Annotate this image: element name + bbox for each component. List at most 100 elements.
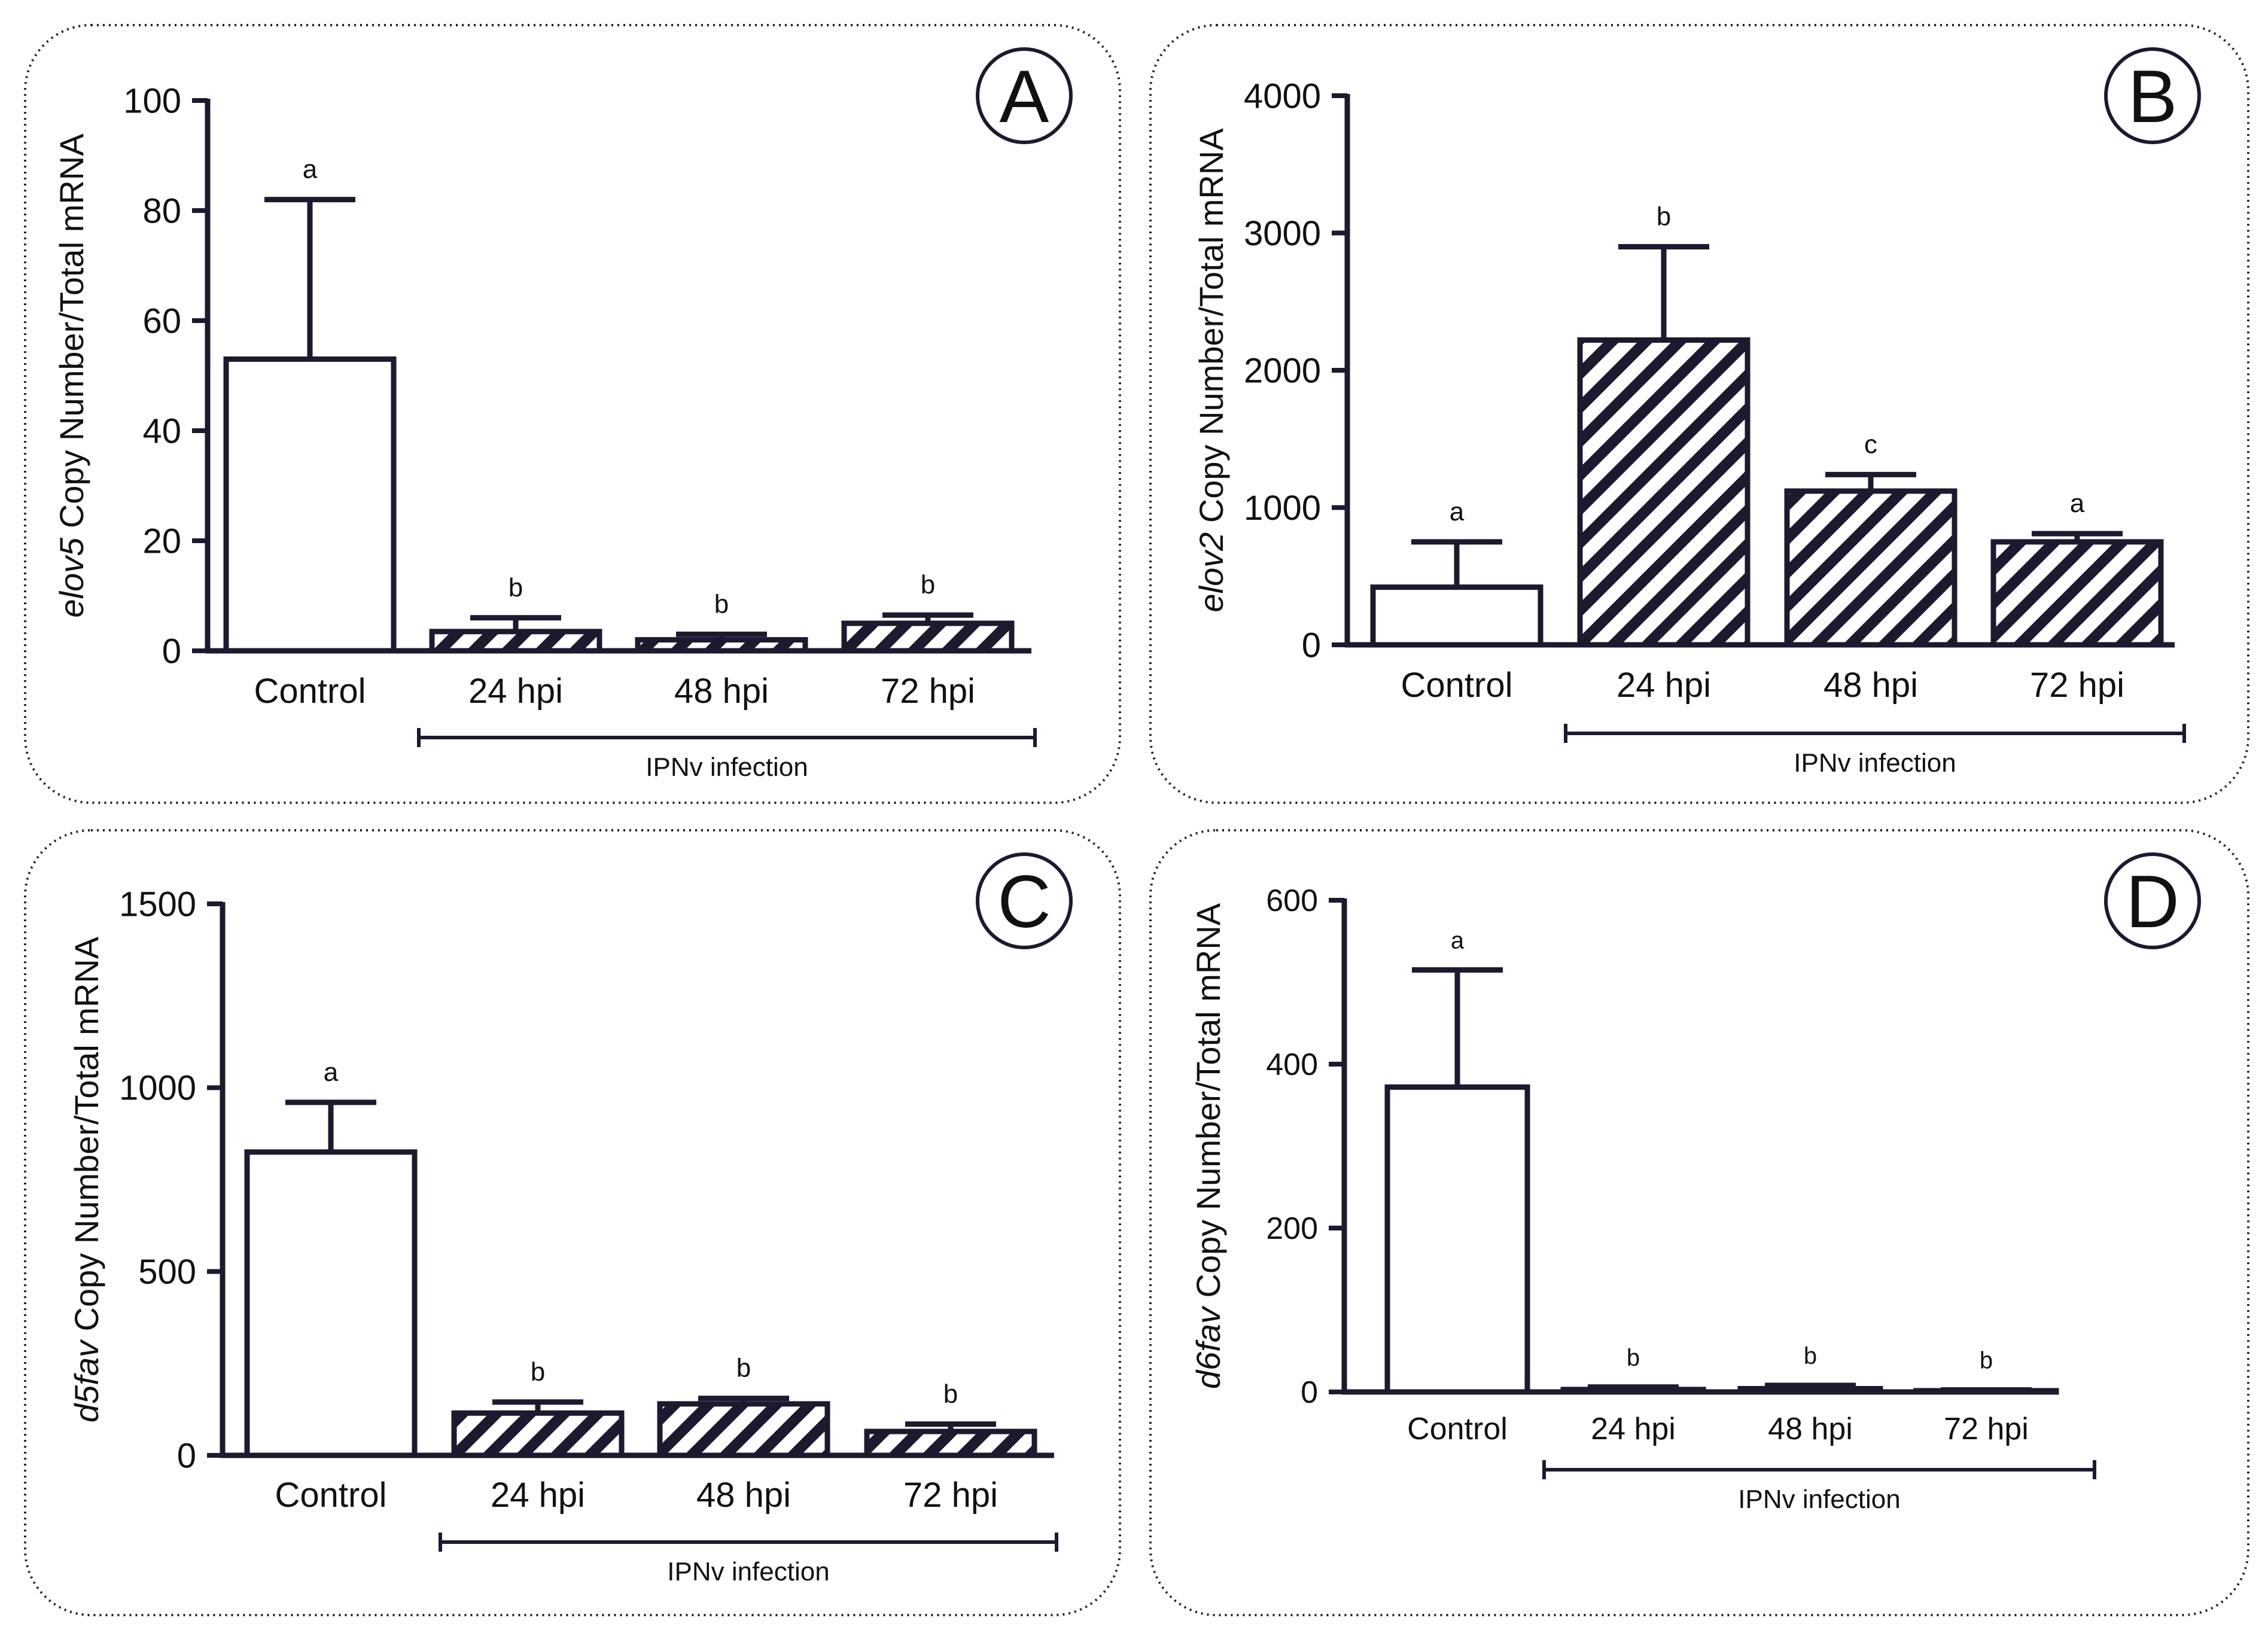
- significance-letter: b: [943, 1379, 958, 1409]
- bar: [1784, 488, 1958, 648]
- y-tick-label: 1500: [119, 885, 196, 924]
- y-tick-label: 20: [142, 522, 181, 560]
- y-tick-label: 4000: [1244, 77, 1321, 115]
- significance-letter: a: [1451, 927, 1465, 953]
- bar: [1560, 1387, 1706, 1395]
- panel-letter: D: [2126, 861, 2179, 943]
- y-axis-label-text: Copy Number/Total mRNA: [1192, 128, 1230, 532]
- bar: [1370, 584, 1544, 648]
- y-axis-label-gene: d6fav: [1189, 1305, 1227, 1389]
- category-label: 72 hpi: [903, 1476, 998, 1515]
- panel-letter-badge: [976, 47, 1073, 144]
- significance-letter: b: [921, 570, 935, 599]
- y-tick-label: 500: [138, 1253, 196, 1291]
- panel-letter: A: [1000, 56, 1049, 138]
- chart-svg: 0 20 40 60 80 100 elov5 Copy Number/Total mRNA…: [24, 24, 1121, 804]
- chart-svg: 0 1000 2000 3000 4000 elov2 Copy Number/Total…: [1149, 24, 2249, 804]
- bracket-label: IPNv infection: [1794, 748, 1956, 778]
- bar: [1384, 1084, 1530, 1395]
- panel-letter: C: [997, 861, 1051, 943]
- bar: [657, 1401, 830, 1458]
- y-axis-label: d6fav Copy Number/Total mRNA: [1189, 903, 1227, 1389]
- category-label: 24 hpi: [491, 1476, 585, 1515]
- chart-panel-d: 0 200 400 600 d6fav Copy Number/Total mRNA a C…: [1134, 820, 2267, 1639]
- category-label: 72 hpi: [881, 672, 975, 711]
- category-label: 72 hpi: [1944, 1412, 2029, 1446]
- y-tick-label: 400: [1266, 1047, 1318, 1082]
- chart-panel-a: 0 20 40 60 80 100 elov5 Copy Number/Total mRNA…: [0, 0, 1134, 820]
- bar: [1990, 539, 2164, 648]
- y-tick-label: 1000: [119, 1069, 196, 1108]
- significance-letter: b: [1804, 1343, 1817, 1369]
- y-axis-label-text: Copy Number/Total mRNA: [68, 936, 105, 1341]
- y-axis-label: elov5 Copy Number/Total mRNA: [53, 133, 90, 618]
- category-label: 48 hpi: [1768, 1412, 1853, 1446]
- category-label: Control: [275, 1476, 387, 1515]
- panel-letter-badge: [976, 852, 1073, 949]
- category-label: 48 hpi: [1823, 666, 1918, 705]
- bar: [841, 620, 1015, 654]
- y-tick-label: 0: [162, 632, 181, 671]
- significance-letter: b: [509, 573, 523, 602]
- panel-letter-badge: [2104, 852, 2201, 949]
- y-tick-label: 2000: [1244, 351, 1321, 390]
- y-tick-label: 40: [142, 412, 181, 450]
- bracket-label: IPNv infection: [1738, 1485, 1900, 1514]
- y-axis-label-text: Copy Number/Total mRNA: [1189, 903, 1227, 1307]
- bar: [864, 1428, 1037, 1458]
- y-tick-label: 1000: [1244, 489, 1321, 528]
- significance-letter: a: [2070, 489, 2085, 518]
- y-tick-label: 60: [142, 301, 181, 340]
- bar: [451, 1410, 625, 1458]
- y-tick-label: 100: [123, 81, 181, 120]
- bar: [223, 356, 397, 654]
- significance-letter: b: [1980, 1348, 1993, 1374]
- category-label: 24 hpi: [468, 672, 563, 711]
- significance-letter: b: [1627, 1345, 1640, 1371]
- panel-letter-badge: [2104, 47, 2201, 144]
- panel-frame: [24, 829, 1121, 1616]
- bar: [1737, 1386, 1883, 1395]
- category-label: 24 hpi: [1591, 1412, 1676, 1446]
- bar: [429, 629, 602, 654]
- y-axis-label: elov2 Copy Number/Total mRNA: [1192, 128, 1230, 613]
- category-label: Control: [1407, 1412, 1508, 1446]
- category-label: 24 hpi: [1616, 666, 1711, 705]
- panel-frame: [24, 24, 1121, 804]
- y-tick-label: 200: [1266, 1211, 1318, 1246]
- y-tick-label: 600: [1266, 884, 1318, 918]
- category-label: Control: [1401, 666, 1513, 705]
- y-axis-label-gene: d5fav: [68, 1339, 105, 1422]
- bracket-label: IPNv infection: [646, 753, 808, 782]
- category-label: 48 hpi: [696, 1476, 791, 1515]
- chart-panel-b: 0 1000 2000 3000 4000 elov2 Copy Number/Total…: [1134, 0, 2267, 820]
- y-axis-label-gene: elov5: [53, 537, 90, 618]
- chart-panel-c: 0 500 1000 1500 d5fav Copy Number/Total mRNA…: [0, 820, 1134, 1639]
- significance-letter: b: [736, 1354, 751, 1383]
- y-axis-label-gene: elov2: [1192, 532, 1230, 613]
- y-tick-label: 0: [1301, 1375, 1318, 1410]
- category-label: 72 hpi: [2030, 666, 2124, 705]
- bar: [635, 637, 808, 654]
- bracket-label: IPNv infection: [667, 1557, 829, 1586]
- significance-letter: b: [1657, 202, 1671, 231]
- bar: [244, 1149, 418, 1458]
- category-label: Control: [254, 672, 366, 711]
- y-tick-label: 3000: [1244, 214, 1321, 253]
- significance-letter: b: [531, 1357, 545, 1387]
- y-axis-label-text: Copy Number/Total mRNA: [53, 133, 90, 538]
- chart-svg: 0 500 1000 1500 d5fav Copy Number/Total mRNA…: [24, 829, 1121, 1616]
- chart-svg: 0 200 400 600 d6fav Copy Number/Total mRNA a C…: [1149, 829, 2249, 1616]
- significance-letter: a: [1450, 497, 1465, 526]
- panel-letter: B: [2128, 56, 2178, 138]
- bar: [1577, 337, 1751, 648]
- significance-letter: b: [714, 589, 729, 619]
- significance-letter: c: [1864, 429, 1877, 459]
- significance-letter: a: [303, 155, 318, 184]
- y-axis-label: d5fav Copy Number/Total mRNA: [68, 936, 105, 1422]
- y-tick-label: 0: [177, 1436, 196, 1475]
- y-tick-label: 80: [142, 191, 181, 230]
- significance-letter: a: [324, 1058, 339, 1087]
- category-label: 48 hpi: [674, 672, 769, 711]
- y-tick-label: 0: [1302, 626, 1321, 665]
